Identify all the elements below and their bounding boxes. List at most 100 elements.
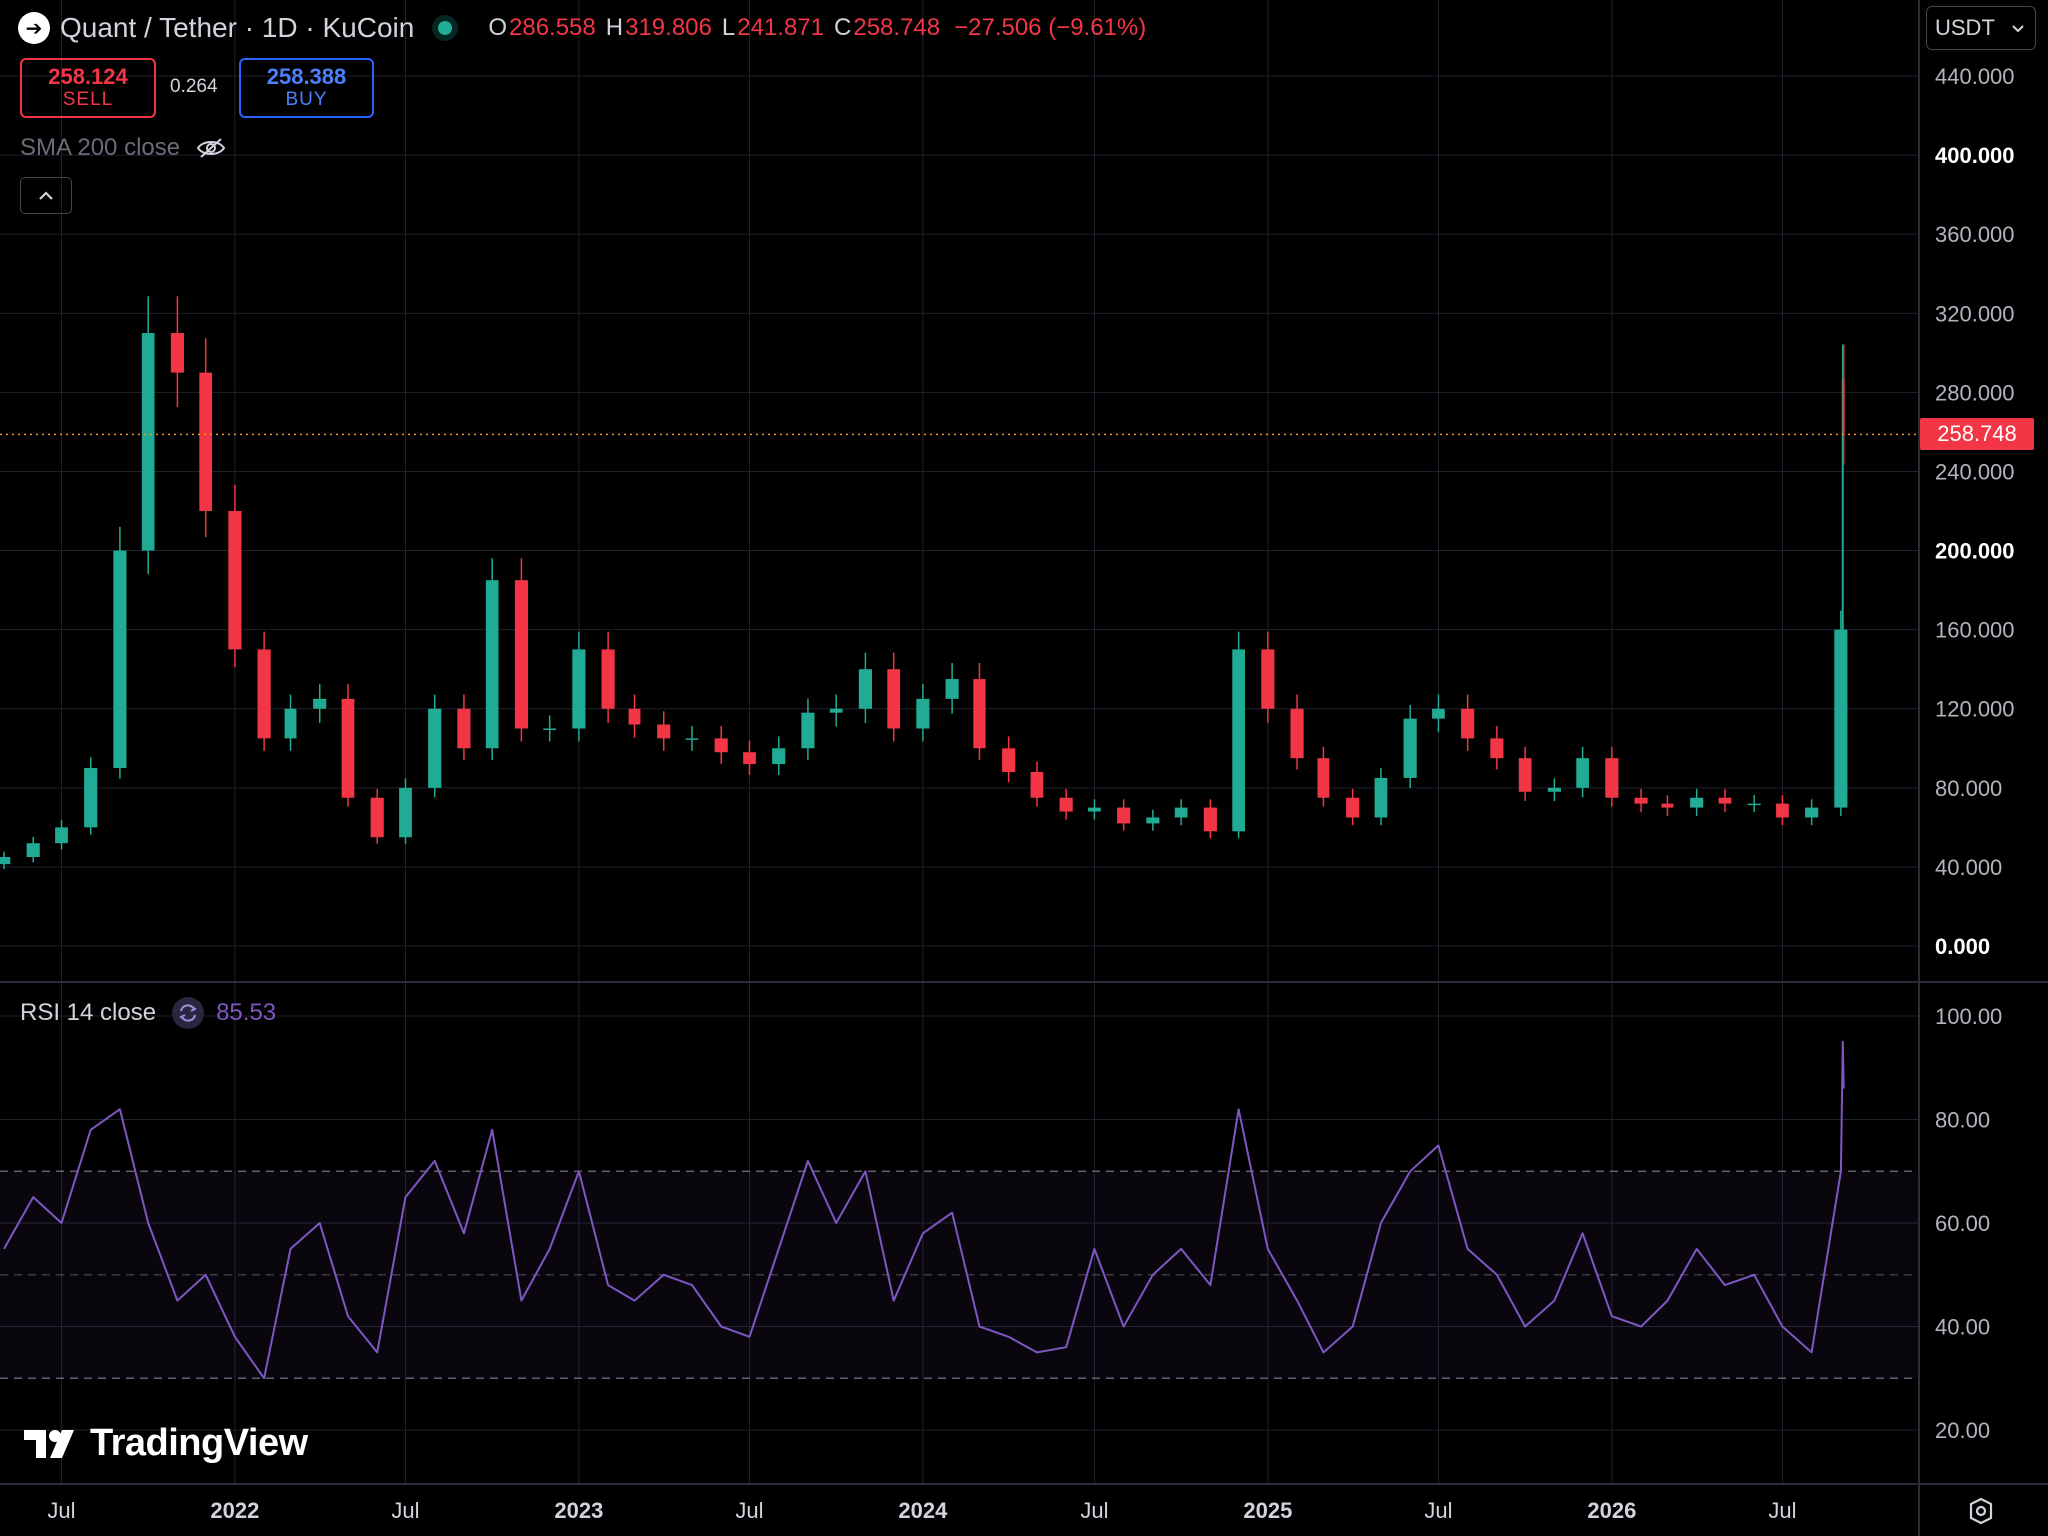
symbol-title[interactable]: Quant / Tether · 1D · KuCoin: [60, 12, 415, 43]
sell-button[interactable]: 258.124 SELL: [20, 58, 156, 118]
low-value: 241.871: [737, 14, 824, 41]
candle: [1490, 738, 1504, 759]
candle: [628, 708, 641, 725]
rsi-tick-label: 100.00: [1935, 1004, 2002, 1029]
time-tick-label: Jul: [391, 1498, 419, 1523]
candle: [1059, 797, 1073, 812]
last-price-label: 258.748: [1920, 418, 2034, 450]
candle: [84, 768, 98, 828]
quant-logo-icon: ➔: [18, 12, 50, 44]
chart-grid: [0, 0, 1919, 1484]
tradingview-logo-icon: [24, 1429, 74, 1458]
candle: [26, 843, 40, 858]
rsi-band-background: [0, 1171, 1919, 1379]
price-change: −27.506 (−9.61%): [954, 14, 1147, 41]
rsi-refresh-icon[interactable]: [172, 997, 205, 1029]
chevron-down-icon: [2012, 25, 2024, 33]
candle: [1174, 807, 1188, 818]
candle: [341, 698, 355, 798]
candle: [228, 511, 242, 650]
candle: [1576, 758, 1589, 788]
candle: [801, 712, 815, 749]
buy-label: BUY: [285, 89, 328, 110]
buy-button[interactable]: 258.388 BUY: [239, 58, 374, 118]
candle: [1088, 807, 1101, 812]
rsi-tick-label: 80.00: [1935, 1108, 1990, 1133]
candle: [1346, 797, 1360, 818]
candle: [514, 580, 528, 729]
candle: [199, 372, 213, 511]
candle: [1690, 797, 1704, 808]
rsi-indicator-legend[interactable]: RSI 14 close 85.53: [20, 997, 276, 1029]
candle: [370, 797, 384, 838]
candle: [657, 724, 671, 739]
rsi-tick-label: 60.00: [1935, 1211, 1990, 1236]
price-tick-label: 320.000: [1935, 301, 2015, 326]
time-tick-label: Jul: [1424, 1498, 1452, 1523]
candle: [284, 708, 297, 739]
sma-indicator-legend[interactable]: SMA 200 close: [20, 134, 226, 162]
time-tick-label: Jul: [1768, 1498, 1796, 1523]
time-tick-label: 2023: [554, 1498, 603, 1523]
price-tick-label: 200.000: [1935, 539, 2015, 564]
candle: [1547, 787, 1561, 792]
price-tick-label: 0.000: [1935, 934, 1990, 959]
price-tick-label: 280.000: [1935, 380, 2015, 405]
price-candles: [0, 296, 1848, 870]
candle: [916, 698, 930, 729]
sell-label: SELL: [62, 89, 114, 110]
collapse-legend-button[interactable]: [20, 177, 72, 214]
rsi-axis[interactable]: 20.00 40.00 60.00 80.00 100.00: [1935, 1004, 2002, 1443]
candle: [1842, 378, 1845, 434]
rsi-label: RSI 14 close: [20, 999, 157, 1026]
price-tick-label: 240.000: [1935, 459, 2015, 484]
spread-value: 0.264: [170, 76, 218, 97]
low-key: L: [721, 14, 736, 41]
candle: [858, 669, 872, 709]
candle: [1747, 803, 1761, 806]
candle: [1518, 758, 1532, 792]
price-tick-label: 40.000: [1935, 855, 2002, 880]
candle: [1117, 807, 1131, 824]
candle: [428, 708, 442, 788]
candle: [1002, 748, 1016, 772]
eye-off-icon[interactable]: [196, 136, 226, 160]
time-tick-label: Jul: [1080, 1498, 1108, 1523]
candle: [1317, 758, 1330, 798]
open-key: O: [488, 14, 507, 41]
market-status-dot[interactable]: [438, 21, 453, 35]
settings-icon: [1969, 1497, 1993, 1525]
rsi-series-line: [3, 1040, 1845, 1380]
candle: [1374, 777, 1388, 818]
candle: [113, 550, 127, 769]
candle: [257, 649, 271, 739]
currency-select[interactable]: USDT: [1926, 6, 2036, 50]
candle: [887, 669, 901, 729]
candle: [685, 738, 699, 740]
time-tick-label: Jul: [735, 1498, 763, 1523]
currency-value: USDT: [1935, 15, 1995, 40]
tradingview-logo[interactable]: TradingView: [24, 1422, 308, 1465]
rsi-tick-label: 40.00: [1935, 1315, 1990, 1340]
chart-settings-button[interactable]: [1964, 1494, 1998, 1528]
candle: [601, 649, 615, 709]
candle: [1232, 649, 1245, 832]
candle: [1461, 708, 1475, 739]
price-tick-label: 440.000: [1935, 64, 2015, 89]
time-tick-label: 2025: [1243, 1498, 1292, 1523]
price-axis[interactable]: 0.000 40.000 80.000 120.000 160.000 200.000 24…: [1935, 64, 2015, 959]
time-axis[interactable]: Jul 2022 Jul 2023 Jul 2024 Jul 2025 Jul 2026 Jul: [47, 1498, 1796, 1523]
candle: [1261, 649, 1275, 709]
chevron-up-icon: [39, 190, 53, 200]
price-tick-label: 160.000: [1935, 618, 2015, 643]
candle: [1634, 797, 1648, 804]
time-tick-label: 2026: [1587, 1498, 1636, 1523]
time-tick-label: 2022: [210, 1498, 259, 1523]
high-key: H: [605, 14, 624, 41]
time-tick-label: 2024: [898, 1498, 948, 1523]
candle: [1841, 378, 1844, 630]
sell-price: 258.124: [48, 64, 128, 89]
candle: [1776, 803, 1789, 818]
rsi-band-lines: [0, 1170, 1919, 1379]
